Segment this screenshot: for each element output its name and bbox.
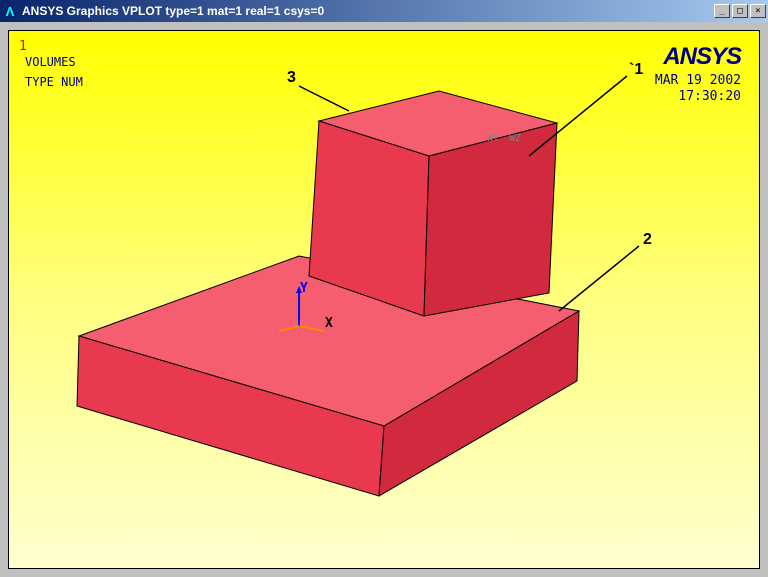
maximize-button[interactable]: □ xyxy=(732,4,748,18)
titlebar: Λ ANSYS Graphics VPLOT type=1 mat=1 real… xyxy=(0,0,768,22)
axis-y-label: Y xyxy=(300,281,308,296)
minimize-button[interactable]: _ xyxy=(714,4,730,18)
graphics-viewport[interactable]: ANSYS MAR 19 2002 17:30:20 1 VOLUMES TYP… xyxy=(8,30,760,569)
geometry-svg xyxy=(9,31,760,569)
window-buttons: _ □ × xyxy=(714,4,766,18)
app-icon: Λ xyxy=(2,3,18,19)
callout-3: 3 xyxy=(287,69,296,87)
callout-2: 2 xyxy=(643,231,652,249)
titlebar-text: ANSYS Graphics VPLOT type=1 mat=1 real=1… xyxy=(22,4,714,18)
content-area: ANSYS MAR 19 2002 17:30:20 1 VOLUMES TYP… xyxy=(0,22,768,577)
close-button[interactable]: × xyxy=(750,4,766,18)
coord-wz: WZ xyxy=(509,133,521,144)
axis-x-label: X xyxy=(325,316,333,331)
callout-1: `1 xyxy=(629,61,643,79)
coord-wy: WY xyxy=(487,133,499,144)
